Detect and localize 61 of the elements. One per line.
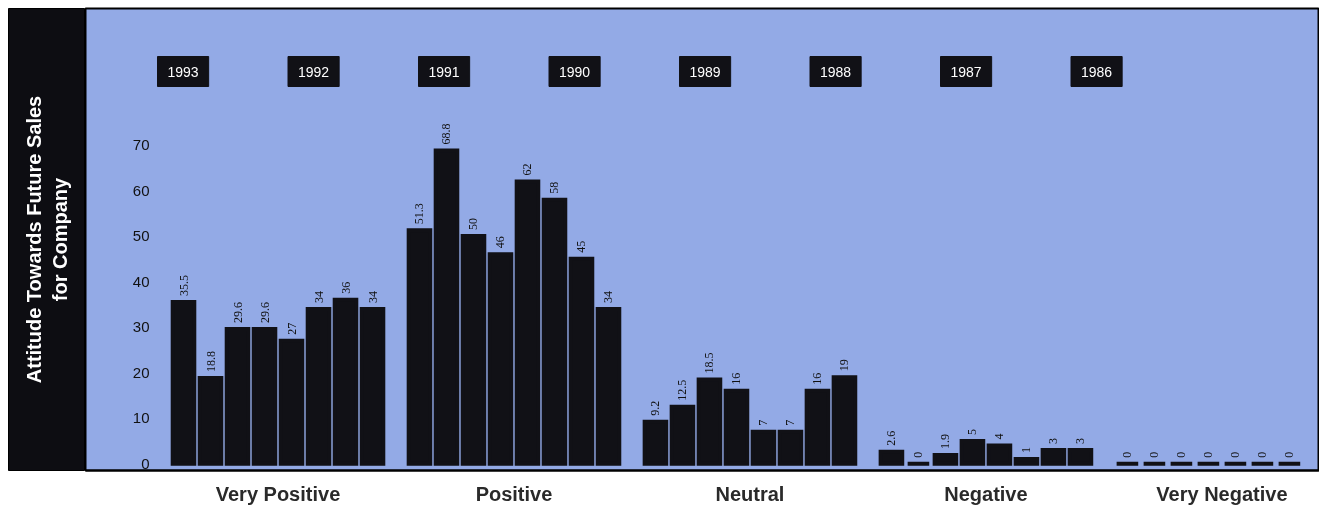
text: 1993 xyxy=(167,63,199,80)
x-tick-label: Very Positive xyxy=(215,482,341,505)
data-label: 1.9 xyxy=(938,434,953,450)
data-label: 7 xyxy=(783,419,798,426)
data-label: 45 xyxy=(574,240,589,253)
data-label: 0 xyxy=(1255,451,1270,458)
data-label: 46 xyxy=(493,236,508,249)
data-label: 0 xyxy=(1174,451,1189,458)
data-label: 0 xyxy=(1147,451,1162,458)
data-label: 4 xyxy=(992,433,1007,440)
data-label: 58 xyxy=(547,181,562,194)
text: 1987 xyxy=(950,63,982,80)
data-label: 0 xyxy=(1120,451,1135,458)
y-tick-label: 30 xyxy=(132,318,150,336)
data-label: 0 xyxy=(1228,451,1243,458)
data-label: 1 xyxy=(1019,447,1034,454)
x-tick-label: Negative xyxy=(944,482,1028,505)
y-tick-label: 20 xyxy=(132,363,150,381)
data-label: 18.8 xyxy=(203,351,218,373)
data-label: 9.2 xyxy=(648,400,663,416)
data-label: 34 xyxy=(365,290,380,303)
y-tick-label: 70 xyxy=(132,136,150,154)
data-label: 16 xyxy=(729,372,744,385)
data-label: 35.5 xyxy=(176,275,191,297)
data-label: 2.6 xyxy=(884,430,899,446)
text: 1988 xyxy=(820,63,852,80)
y-axis-title: Attitude Towards Future Sales for Company xyxy=(22,95,72,384)
text: 1989 xyxy=(689,63,721,80)
data-label: 27 xyxy=(284,322,299,335)
y-tick-label: 0 xyxy=(141,454,150,472)
data-label: 34 xyxy=(601,290,616,303)
data-label: 0 xyxy=(1282,451,1297,458)
data-label: 0 xyxy=(1201,451,1216,458)
data-label: 62 xyxy=(520,163,535,176)
data-label: 3 xyxy=(1073,438,1088,445)
data-label: 19 xyxy=(837,359,852,372)
x-tick-label: Positive xyxy=(475,482,553,505)
data-label: 0 xyxy=(911,451,926,458)
data-label: 50 xyxy=(466,218,481,231)
y-tick-label: 50 xyxy=(132,227,150,245)
data-label: 18.5 xyxy=(702,352,717,374)
data-label: 51.3 xyxy=(412,203,427,225)
data-label: 29.6 xyxy=(257,301,272,323)
text: 1992 xyxy=(298,63,330,80)
data-label: 7 xyxy=(756,419,771,426)
data-label: 5 xyxy=(965,428,980,435)
data-label: 29.6 xyxy=(230,301,245,323)
data-label: 68.8 xyxy=(439,123,454,145)
data-label: 3 xyxy=(1046,438,1061,445)
data-label: 12.5 xyxy=(675,379,690,401)
x-tick-label: Neutral xyxy=(715,482,785,505)
data-label: 34 xyxy=(311,290,326,303)
y-tick-label: 60 xyxy=(132,181,150,199)
text: 1990 xyxy=(559,63,591,80)
data-label: 36 xyxy=(338,281,353,294)
text: 1986 xyxy=(1081,63,1113,80)
y-tick-label: 40 xyxy=(132,272,150,290)
data-label: 16 xyxy=(810,372,825,385)
y-tick-label: 10 xyxy=(132,409,150,427)
text: 1991 xyxy=(428,63,460,80)
x-tick-label: Very Negative xyxy=(1156,482,1288,505)
